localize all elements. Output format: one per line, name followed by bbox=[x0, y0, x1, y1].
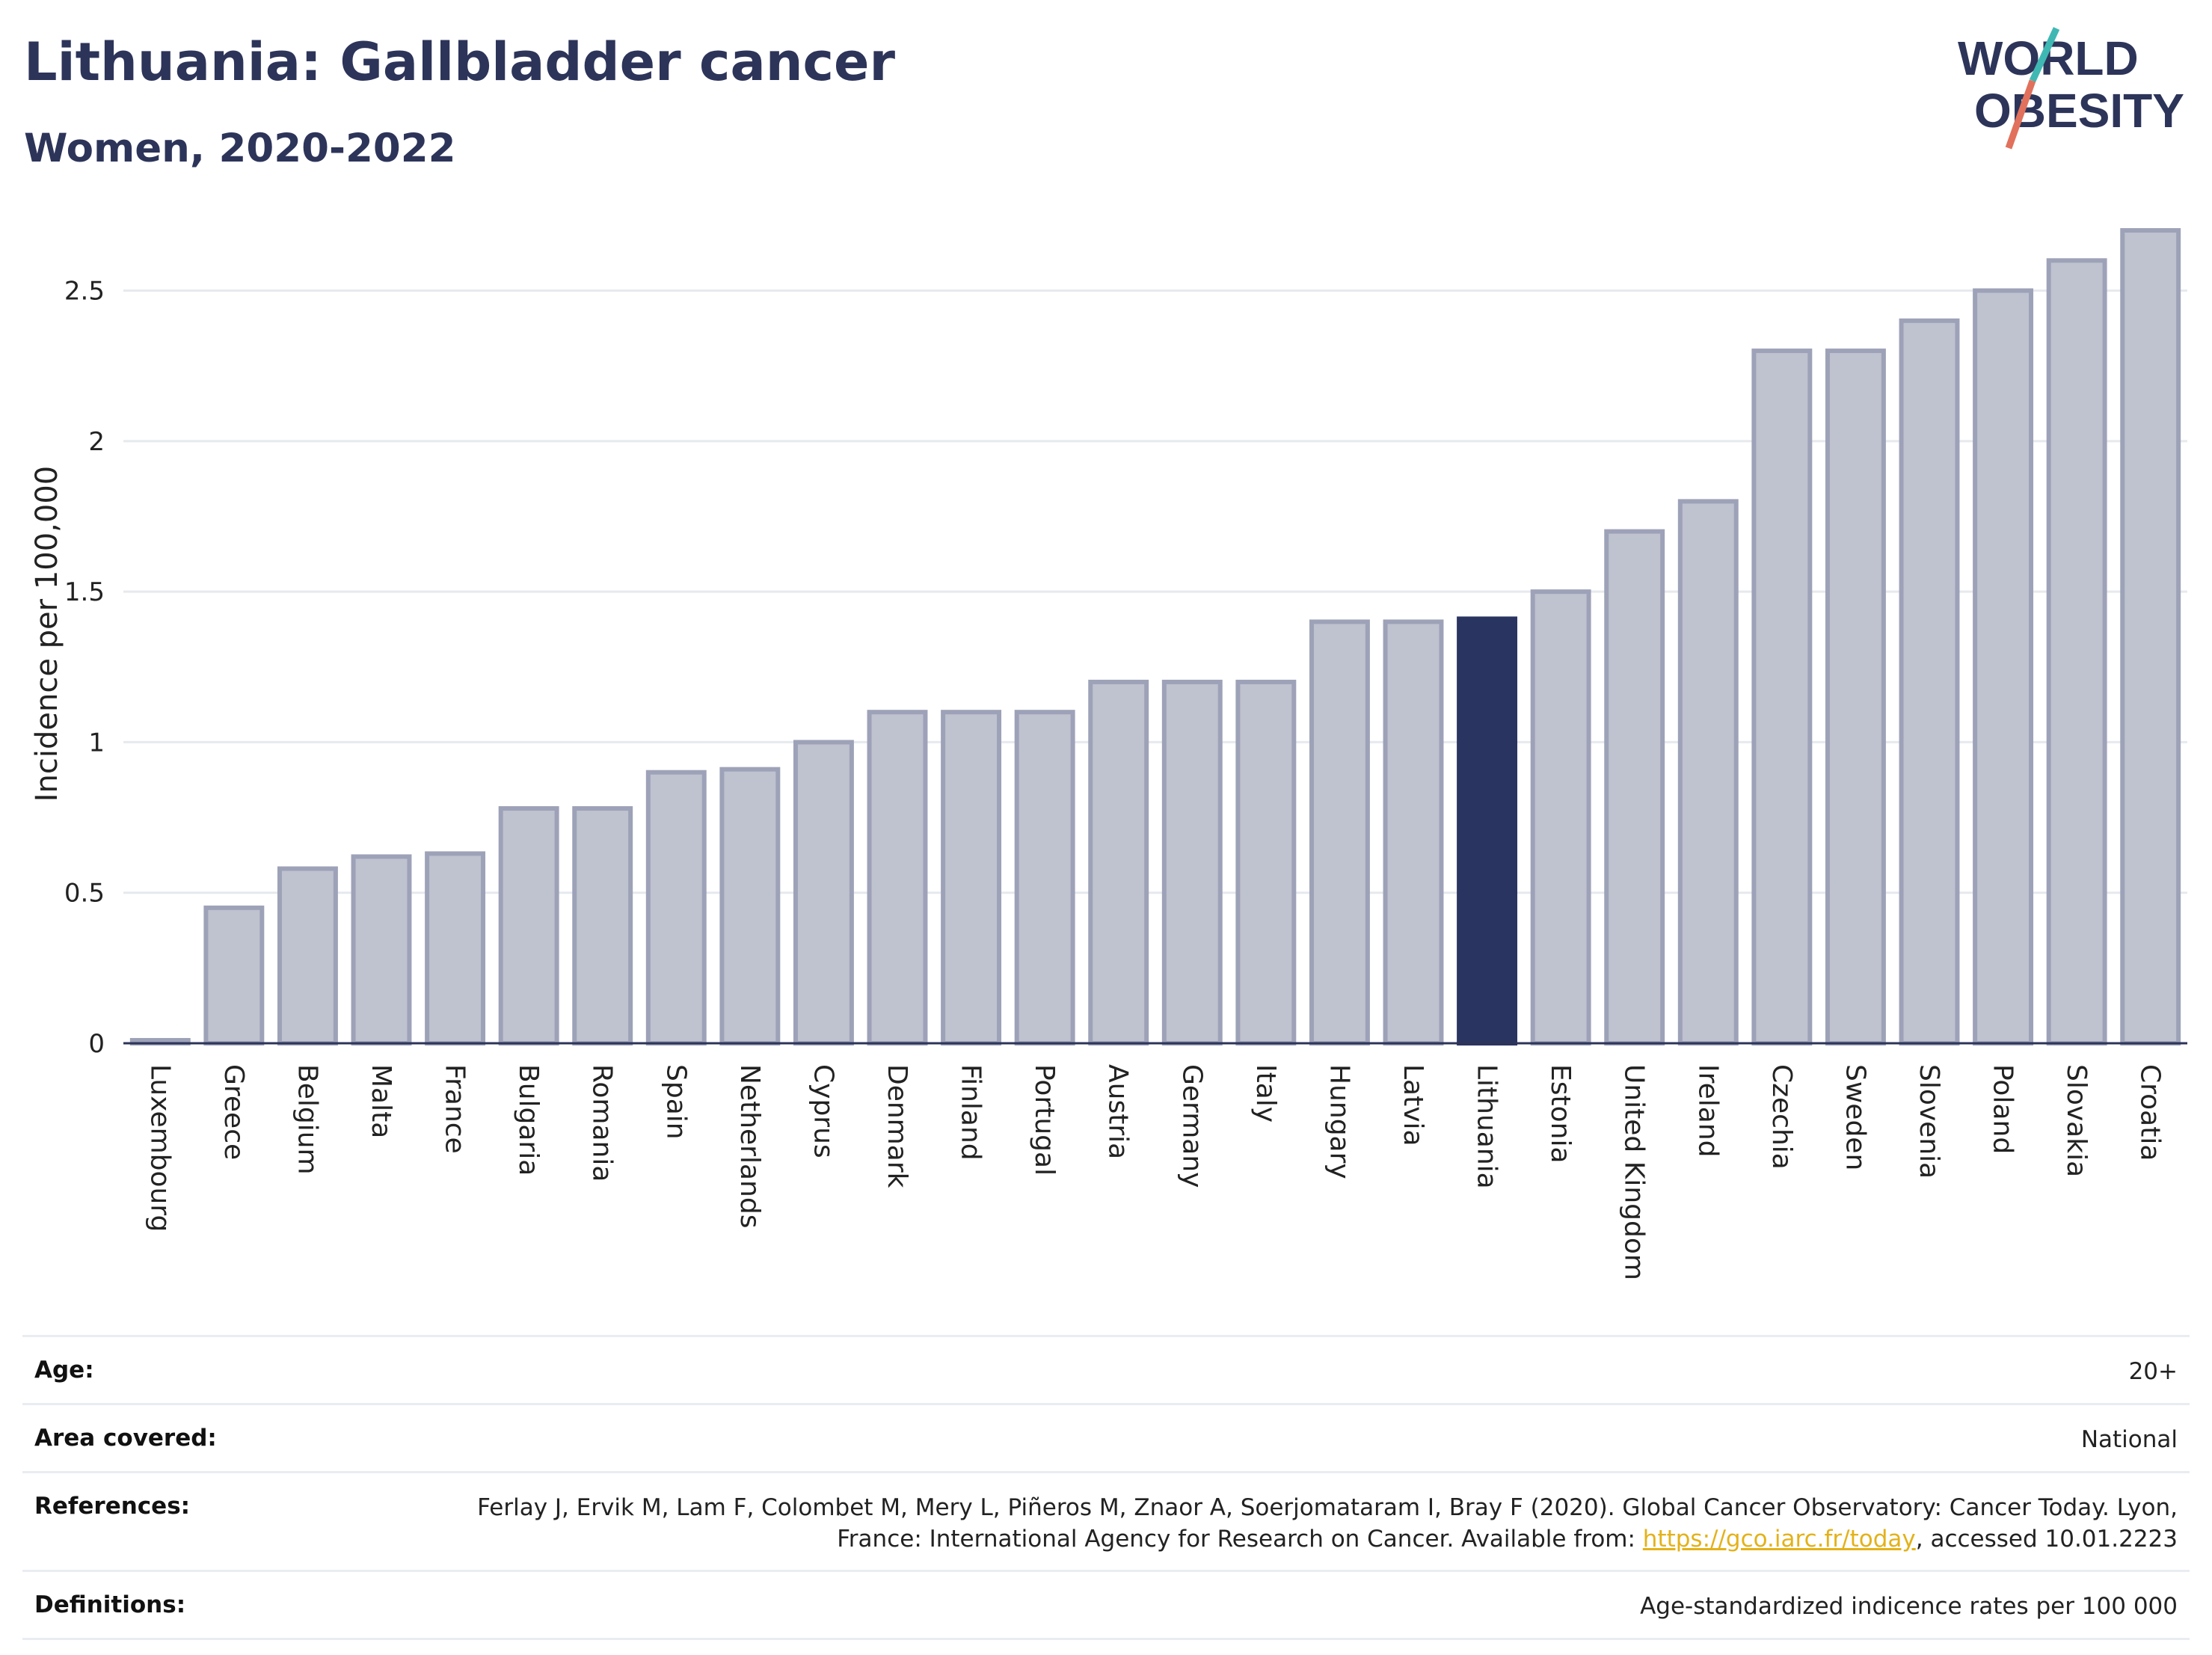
bar-latvia bbox=[1383, 619, 1444, 1045]
bar-chart: 0 0.5 1 1.5 2 2.5 Incidence per 100,000 Luxembo… bbox=[30, 228, 2187, 1280]
bar-austria bbox=[1088, 679, 1149, 1045]
bar-romania bbox=[572, 805, 633, 1046]
y-tick-label: 0.5 bbox=[64, 879, 105, 909]
logo-slash-coral bbox=[2005, 79, 2036, 150]
bar-belgium bbox=[277, 866, 338, 1045]
x-tick-label: Germany bbox=[1176, 1064, 1207, 1188]
x-tick-label: Luxembourg bbox=[144, 1064, 175, 1232]
bar-italy bbox=[1235, 679, 1297, 1045]
area-value: National bbox=[2080, 1425, 2178, 1453]
x-tick-label: Ireland bbox=[1692, 1064, 1723, 1158]
area-label: Area covered: bbox=[34, 1424, 217, 1452]
references-label: References: bbox=[34, 1492, 191, 1520]
bar-malta bbox=[351, 854, 412, 1045]
age-label: Age: bbox=[34, 1357, 94, 1384]
x-tick-label: Malta bbox=[366, 1064, 396, 1138]
bar-slovenia bbox=[1899, 318, 1960, 1045]
x-tick-label: Netherlands bbox=[734, 1064, 765, 1228]
y-tick-label: 2.5 bbox=[64, 277, 105, 307]
x-tick-label: Lithuania bbox=[1472, 1064, 1502, 1189]
bar-france bbox=[425, 851, 486, 1045]
definitions-value: Age-standardized indicence rates per 100… bbox=[1640, 1593, 2178, 1621]
metadata-table: Age: 20+ Area covered: National Referenc… bbox=[22, 1335, 2190, 1641]
x-tick-label: Slovakia bbox=[2061, 1064, 2092, 1177]
x-tick-label: Latvia bbox=[1398, 1064, 1428, 1146]
x-tick-label: Bulgaria bbox=[513, 1064, 544, 1176]
bar-denmark bbox=[867, 710, 928, 1045]
logo-slash-teal bbox=[2029, 27, 2060, 82]
meta-row-age: Age: 20+ bbox=[22, 1335, 2190, 1403]
bar-cyprus bbox=[793, 740, 854, 1045]
world-obesity-logo: WORLD OBESITY bbox=[1958, 27, 2184, 150]
x-tick-label: Portugal bbox=[1029, 1064, 1060, 1176]
bar-hungary bbox=[1309, 619, 1370, 1045]
bar-lithuania bbox=[1457, 616, 1518, 1045]
y-tick-label: 2 bbox=[88, 427, 105, 457]
age-value: 20+ bbox=[2128, 1358, 2178, 1385]
references-text-2: , accessed 10.01.2223 bbox=[1915, 1525, 2178, 1553]
bar-united-kingdom bbox=[1604, 529, 1665, 1045]
bar-poland bbox=[1973, 288, 2034, 1045]
x-tick-label: Cyprus bbox=[808, 1064, 838, 1158]
y-tick-label: 1.5 bbox=[64, 577, 105, 607]
x-tick-label: Italy bbox=[1250, 1064, 1281, 1123]
x-tick-label: Romania bbox=[587, 1064, 618, 1182]
bar-germany bbox=[1161, 679, 1223, 1045]
x-tick-label: Hungary bbox=[1324, 1064, 1354, 1179]
x-tick-label: Finland bbox=[956, 1064, 986, 1161]
x-tick-label: Czechia bbox=[1766, 1064, 1797, 1170]
definitions-label: Definitions: bbox=[34, 1591, 186, 1619]
references-link[interactable]: https://gco.iarc.fr/today bbox=[1642, 1525, 1916, 1553]
x-tick-label: Slovenia bbox=[1914, 1064, 1944, 1179]
logo-line2: OBESITY bbox=[1974, 84, 2184, 138]
bar-bulgaria bbox=[498, 805, 559, 1046]
x-tick-label: Poland bbox=[1988, 1064, 2018, 1154]
x-tick-label: Sweden bbox=[1840, 1064, 1870, 1170]
x-tick-label: Austria bbox=[1103, 1064, 1134, 1159]
x-tick-label: Denmark bbox=[882, 1064, 912, 1188]
bar-croatia bbox=[2120, 228, 2181, 1045]
y-axis-title: Incidence per 100,000 bbox=[30, 466, 64, 802]
x-tick-label: Spain bbox=[660, 1064, 691, 1140]
y-tick-label: 0 bbox=[88, 1029, 105, 1059]
x-tick-label: Greece bbox=[218, 1064, 249, 1160]
bar-sweden bbox=[1825, 348, 1886, 1045]
meta-row-references: References: Ferlay J, Ervik M, Lam F, Co… bbox=[22, 1470, 2190, 1570]
bar-slovakia bbox=[2046, 258, 2107, 1045]
bar-czechia bbox=[1751, 348, 1813, 1045]
x-tick-label: Estonia bbox=[1545, 1064, 1576, 1164]
bar-ireland bbox=[1677, 499, 1739, 1045]
x-tick-label: Belgium bbox=[292, 1064, 322, 1175]
meta-row-definitions: Definitions: Age-standardized indicence … bbox=[22, 1570, 2190, 1641]
chart-subtitle: Women, 2020-2022 bbox=[24, 126, 456, 171]
bar-spain bbox=[645, 770, 707, 1045]
y-tick-label: 1 bbox=[88, 728, 105, 758]
meta-row-area: Area covered: National bbox=[22, 1402, 2190, 1471]
references-text-1: Ferlay J, Ervik M, Lam F, Colombet M, Me… bbox=[477, 1493, 2178, 1553]
bar-greece bbox=[203, 905, 265, 1045]
references-value: Ferlay J, Ervik M, Lam F, Colombet M, Me… bbox=[458, 1493, 2178, 1556]
bar-netherlands bbox=[719, 767, 781, 1045]
chart-title: Lithuania: Gallbladder cancer bbox=[24, 31, 896, 93]
x-tick-label: Croatia bbox=[2135, 1064, 2166, 1161]
bar-portugal bbox=[1014, 710, 1075, 1045]
bar-estonia bbox=[1530, 589, 1591, 1045]
bar-finland bbox=[941, 710, 1002, 1045]
x-tick-label: France bbox=[440, 1064, 470, 1154]
x-tick-label: United Kingdom bbox=[1619, 1064, 1650, 1280]
